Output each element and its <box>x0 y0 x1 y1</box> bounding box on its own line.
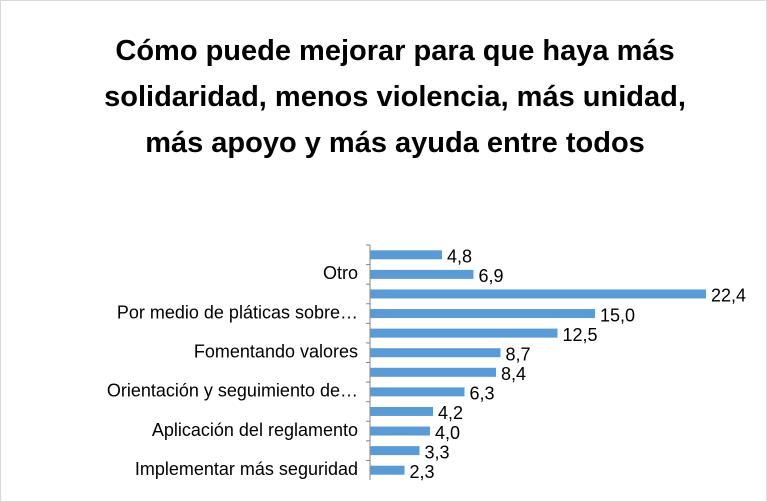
bar <box>370 387 465 397</box>
value-label: 12,5 <box>563 325 598 345</box>
chart-title: Cómo puede mejorar para que haya más sol… <box>104 35 686 159</box>
bar <box>370 426 430 436</box>
value-label: 2,3 <box>410 462 435 482</box>
y-tick-label: Por medio de pláticas sobre… <box>117 302 358 322</box>
value-label: 6,3 <box>470 384 495 404</box>
value-label: 4,2 <box>438 403 463 423</box>
bar <box>370 289 706 299</box>
value-label: 22,4 <box>711 286 746 306</box>
bar <box>370 446 420 456</box>
y-tick-label: Orientación y seguimiento de… <box>107 381 358 401</box>
bar <box>370 367 496 377</box>
value-label: 4,0 <box>435 423 460 443</box>
y-tick-label: Fomentando valores <box>194 341 358 361</box>
value-label: 8,4 <box>501 364 526 384</box>
bar <box>370 348 501 358</box>
y-tick-label: Implementar más seguridad <box>135 459 358 479</box>
bar <box>370 269 474 279</box>
value-label: 6,9 <box>479 266 504 286</box>
bar <box>370 309 595 319</box>
value-label: 8,7 <box>506 344 531 364</box>
bar <box>370 328 558 338</box>
value-label: 4,8 <box>447 247 472 267</box>
value-label: 15,0 <box>600 305 635 325</box>
value-label: 3,3 <box>425 442 450 462</box>
bar <box>370 406 433 416</box>
y-tick-label: Otro <box>323 263 358 283</box>
bar <box>370 250 442 260</box>
y-tick-label: Aplicación del reglamento <box>152 420 358 440</box>
bar <box>370 465 405 475</box>
